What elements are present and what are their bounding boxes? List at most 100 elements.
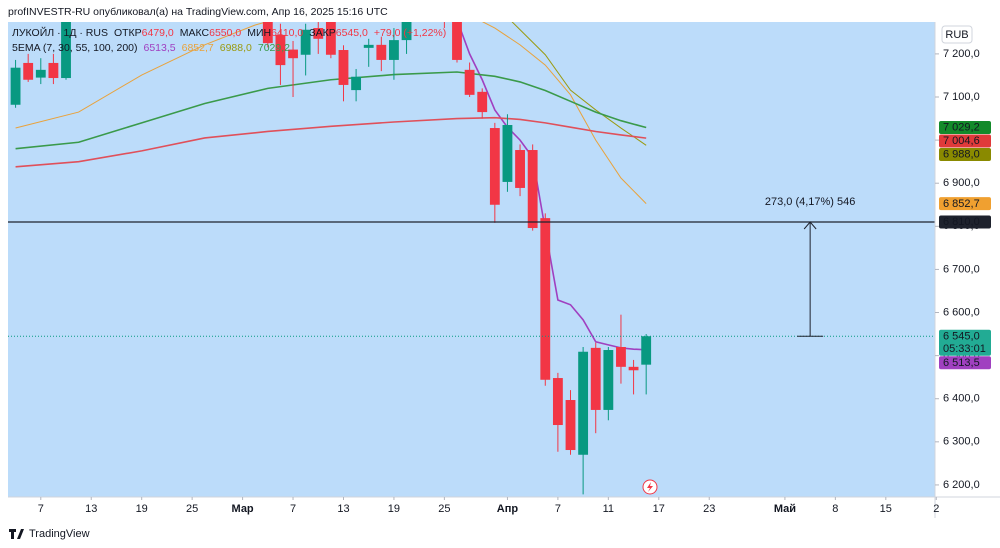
- price-tag-label: 7 004,6: [943, 135, 980, 147]
- x-tick-label: 7: [555, 503, 561, 515]
- published-line: profINVESTR-RU опубликовал(а) на Trading…: [8, 6, 388, 18]
- price-tag-label: 6 988,0: [943, 149, 980, 161]
- candle-body: [603, 350, 614, 410]
- candle-body: [427, 0, 437, 6]
- candle-body: [540, 218, 551, 380]
- price-tag-label: 6 513,5: [943, 357, 980, 369]
- currency-box[interactable]: [941, 25, 973, 44]
- y-tick-label: 6 900,0: [943, 177, 980, 189]
- candle-body: [489, 128, 500, 205]
- candle-body: [325, 22, 336, 55]
- candle-body: [590, 347, 601, 410]
- candle-body: [288, 49, 298, 59]
- price-tag-label: 6 852,7: [943, 198, 980, 210]
- candle-body: [616, 347, 626, 367]
- price-tag: [939, 215, 991, 229]
- ema-line: [15, 116, 647, 168]
- candle-body: [300, 29, 311, 55]
- ema-line: [15, 71, 647, 150]
- x-tick-label: Мар: [232, 503, 254, 515]
- x-tick-label: 2: [933, 503, 939, 515]
- logo-text: TradingView: [29, 528, 90, 540]
- price-tag: [939, 329, 991, 356]
- candle-body: [502, 125, 513, 182]
- price-tag: [939, 356, 991, 370]
- open-label: ОТКР: [114, 27, 142, 39]
- candle-body: [401, 22, 412, 41]
- candle-body: [389, 40, 399, 60]
- x-tick-label: 25: [438, 503, 450, 515]
- candle-body: [515, 150, 525, 188]
- price-tag-timer: 05:33:01: [943, 343, 986, 355]
- candle-body: [376, 44, 387, 60]
- candle-body: [275, 34, 286, 66]
- symbol: ЛУКОЙЛ · 1Д · RUS: [12, 26, 108, 39]
- y-tick-label: 7 100,0: [943, 91, 980, 103]
- high-label: МАКС: [180, 27, 210, 39]
- y-tick-label: 6 300,0: [943, 436, 980, 448]
- candle-body: [35, 69, 46, 78]
- candle-body: [565, 400, 576, 451]
- x-tick-label: Апр: [497, 503, 519, 515]
- y-tick-label: 6 700,0: [943, 263, 980, 275]
- x-tick-label: 19: [136, 503, 148, 515]
- candle-body: [552, 378, 563, 426]
- x-tick-label: 7: [290, 503, 296, 515]
- candle-body: [641, 336, 652, 365]
- change: +79,0 (+1,22%): [374, 27, 446, 39]
- candle-body: [351, 76, 362, 91]
- x-tick-label: Май: [774, 503, 796, 515]
- y-tick-label: 7 200,0: [943, 48, 980, 60]
- y-tick-label: 6 400,0: [943, 393, 980, 405]
- plot: [8, 0, 935, 495]
- candle-body: [439, 6, 449, 15]
- x-tick-label: 17: [653, 503, 665, 515]
- candle-body: [414, 0, 424, 2]
- candle-body: [527, 150, 538, 229]
- price-tag: [939, 121, 991, 135]
- x-tick-label: 13: [85, 503, 97, 515]
- candle-body: [48, 62, 59, 79]
- candle-body: [452, 22, 462, 60]
- ema-line: [511, 22, 647, 146]
- close-label: ЗАКР: [309, 27, 335, 39]
- indicator-title: 5EMA (7, 30, 55, 100, 200): [12, 42, 138, 54]
- indicator-legend: 5EMA (7, 30, 55, 100, 200) 6513,5 6852,7 69…: [12, 42, 290, 54]
- price-tag: [939, 148, 991, 162]
- x-tick-label: 11: [603, 503, 614, 515]
- x-tick-label: 25: [186, 503, 198, 515]
- currency: RUB: [945, 29, 968, 41]
- candle-body: [10, 67, 21, 105]
- tradingview-logo[interactable]: [9, 529, 24, 539]
- x-tick-label: 13: [337, 503, 349, 515]
- price-tag-label: 7 029,2: [943, 122, 980, 134]
- x-tick-label: 19: [388, 503, 400, 515]
- price-tag-label: 6 545,0: [943, 330, 980, 342]
- candle-body: [313, 28, 324, 39]
- ema-line: [15, 22, 647, 204]
- candle-body: [363, 44, 374, 48]
- open: 6479,0: [142, 27, 174, 39]
- candle-body: [628, 366, 639, 371]
- lightning-icon[interactable]: [642, 479, 658, 495]
- indicator-value: 6988,0: [220, 42, 252, 54]
- indicator-value: 6513,5: [144, 42, 176, 54]
- y-tick-label: 6 200,0: [943, 479, 980, 491]
- candle-body: [578, 351, 589, 455]
- plot-area: [8, 22, 935, 497]
- price-tag: [939, 134, 991, 148]
- candle-body: [23, 62, 34, 80]
- y-tick-label: 6 600,0: [943, 306, 980, 318]
- close: 6545,0: [336, 27, 368, 39]
- x-tick-label: 23: [703, 503, 715, 515]
- candle-body: [464, 69, 475, 95]
- price-tag-label: 6 810,0: [943, 216, 980, 228]
- x-tick-label: 7: [38, 503, 44, 515]
- high: 6550,0: [209, 27, 241, 39]
- indicator-value: 7029,2: [258, 42, 290, 54]
- x-tick-label: 15: [880, 503, 892, 515]
- candle-body: [477, 91, 488, 113]
- measure-arrowhead: [803, 221, 817, 230]
- candle-body: [61, 22, 71, 79]
